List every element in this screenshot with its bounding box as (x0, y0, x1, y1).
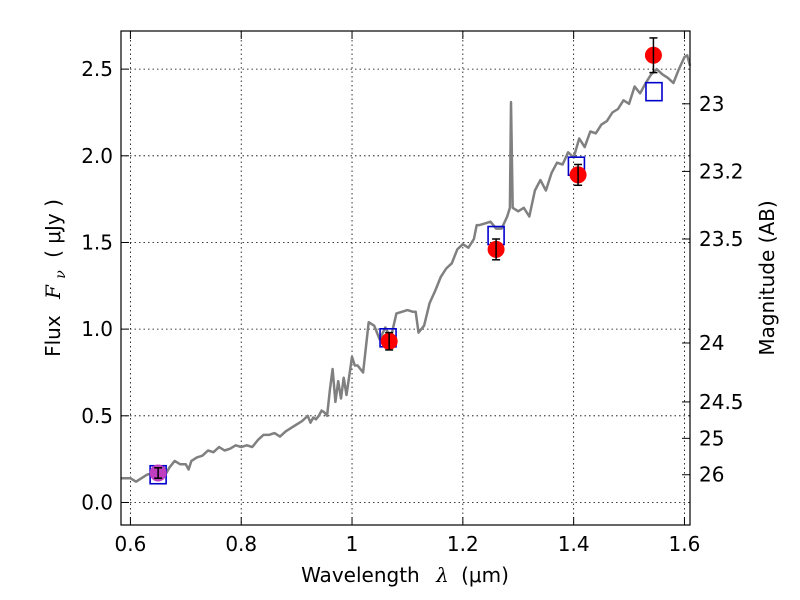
magnitude-tick-label-0: 23 (699, 92, 724, 116)
magnitude-tick-label-5: 25 (699, 426, 724, 450)
magnitude-tick-label-3: 24 (699, 331, 724, 355)
x-tick-label-2: 1 (346, 532, 359, 556)
magnitude-tick-label-1: 23.2 (699, 159, 744, 183)
model-spectrum-line (121, 54, 692, 483)
x-axis-label-symbol: λ (435, 563, 449, 587)
model-photometry-square-4 (645, 81, 663, 102)
magnitude-tick-label-4: 24.5 (699, 390, 744, 414)
y-tick-label-4: 2.0 (81, 144, 113, 168)
magnitude-axis-label: Magnitude (AB) (755, 200, 779, 355)
y-axis-label-unit: ( μJy ) (41, 199, 65, 258)
y-tick-label-1: 0.5 (81, 404, 113, 428)
y-axis-label: Flux F ν ( μJy ) (41, 199, 70, 357)
magnitude-tick-label-6: 26 (699, 463, 724, 487)
y-axis-label-symbol: F (41, 284, 65, 300)
axis-ticks: 0.6 0.8 1 1.2 1.4 1.6 0.0 0.5 1.0 1.5 2.0 2.5 23 23.2… (81, 31, 744, 556)
y-tick-label-5: 2.5 (81, 57, 113, 81)
y-tick-label-2: 1.0 (81, 317, 113, 341)
x-tick-label-4: 1.4 (558, 532, 590, 556)
y-tick-label-3: 1.5 (81, 230, 113, 254)
magnitude-tick-label-2: 23.5 (699, 227, 744, 251)
x-tick-label-3: 1.2 (447, 532, 479, 556)
x-axis-label: Wavelength λ (μm) (301, 563, 509, 587)
x-axis-label-text: Wavelength (301, 563, 420, 587)
x-tick-label-5: 1.6 (669, 532, 701, 556)
grid (121, 31, 690, 525)
x-axis-label-unit: (μm) (461, 563, 509, 587)
x-tick-label-1: 0.8 (225, 532, 257, 556)
x-tick-label-0: 0.6 (115, 532, 147, 556)
plot-frame (120, 30, 691, 526)
y-axis-label-subscript: ν (53, 270, 69, 279)
y-axis-label-text: Flux (41, 315, 65, 357)
observed-flux-points (149, 37, 662, 482)
y-tick-label-0: 0.0 (81, 490, 113, 514)
